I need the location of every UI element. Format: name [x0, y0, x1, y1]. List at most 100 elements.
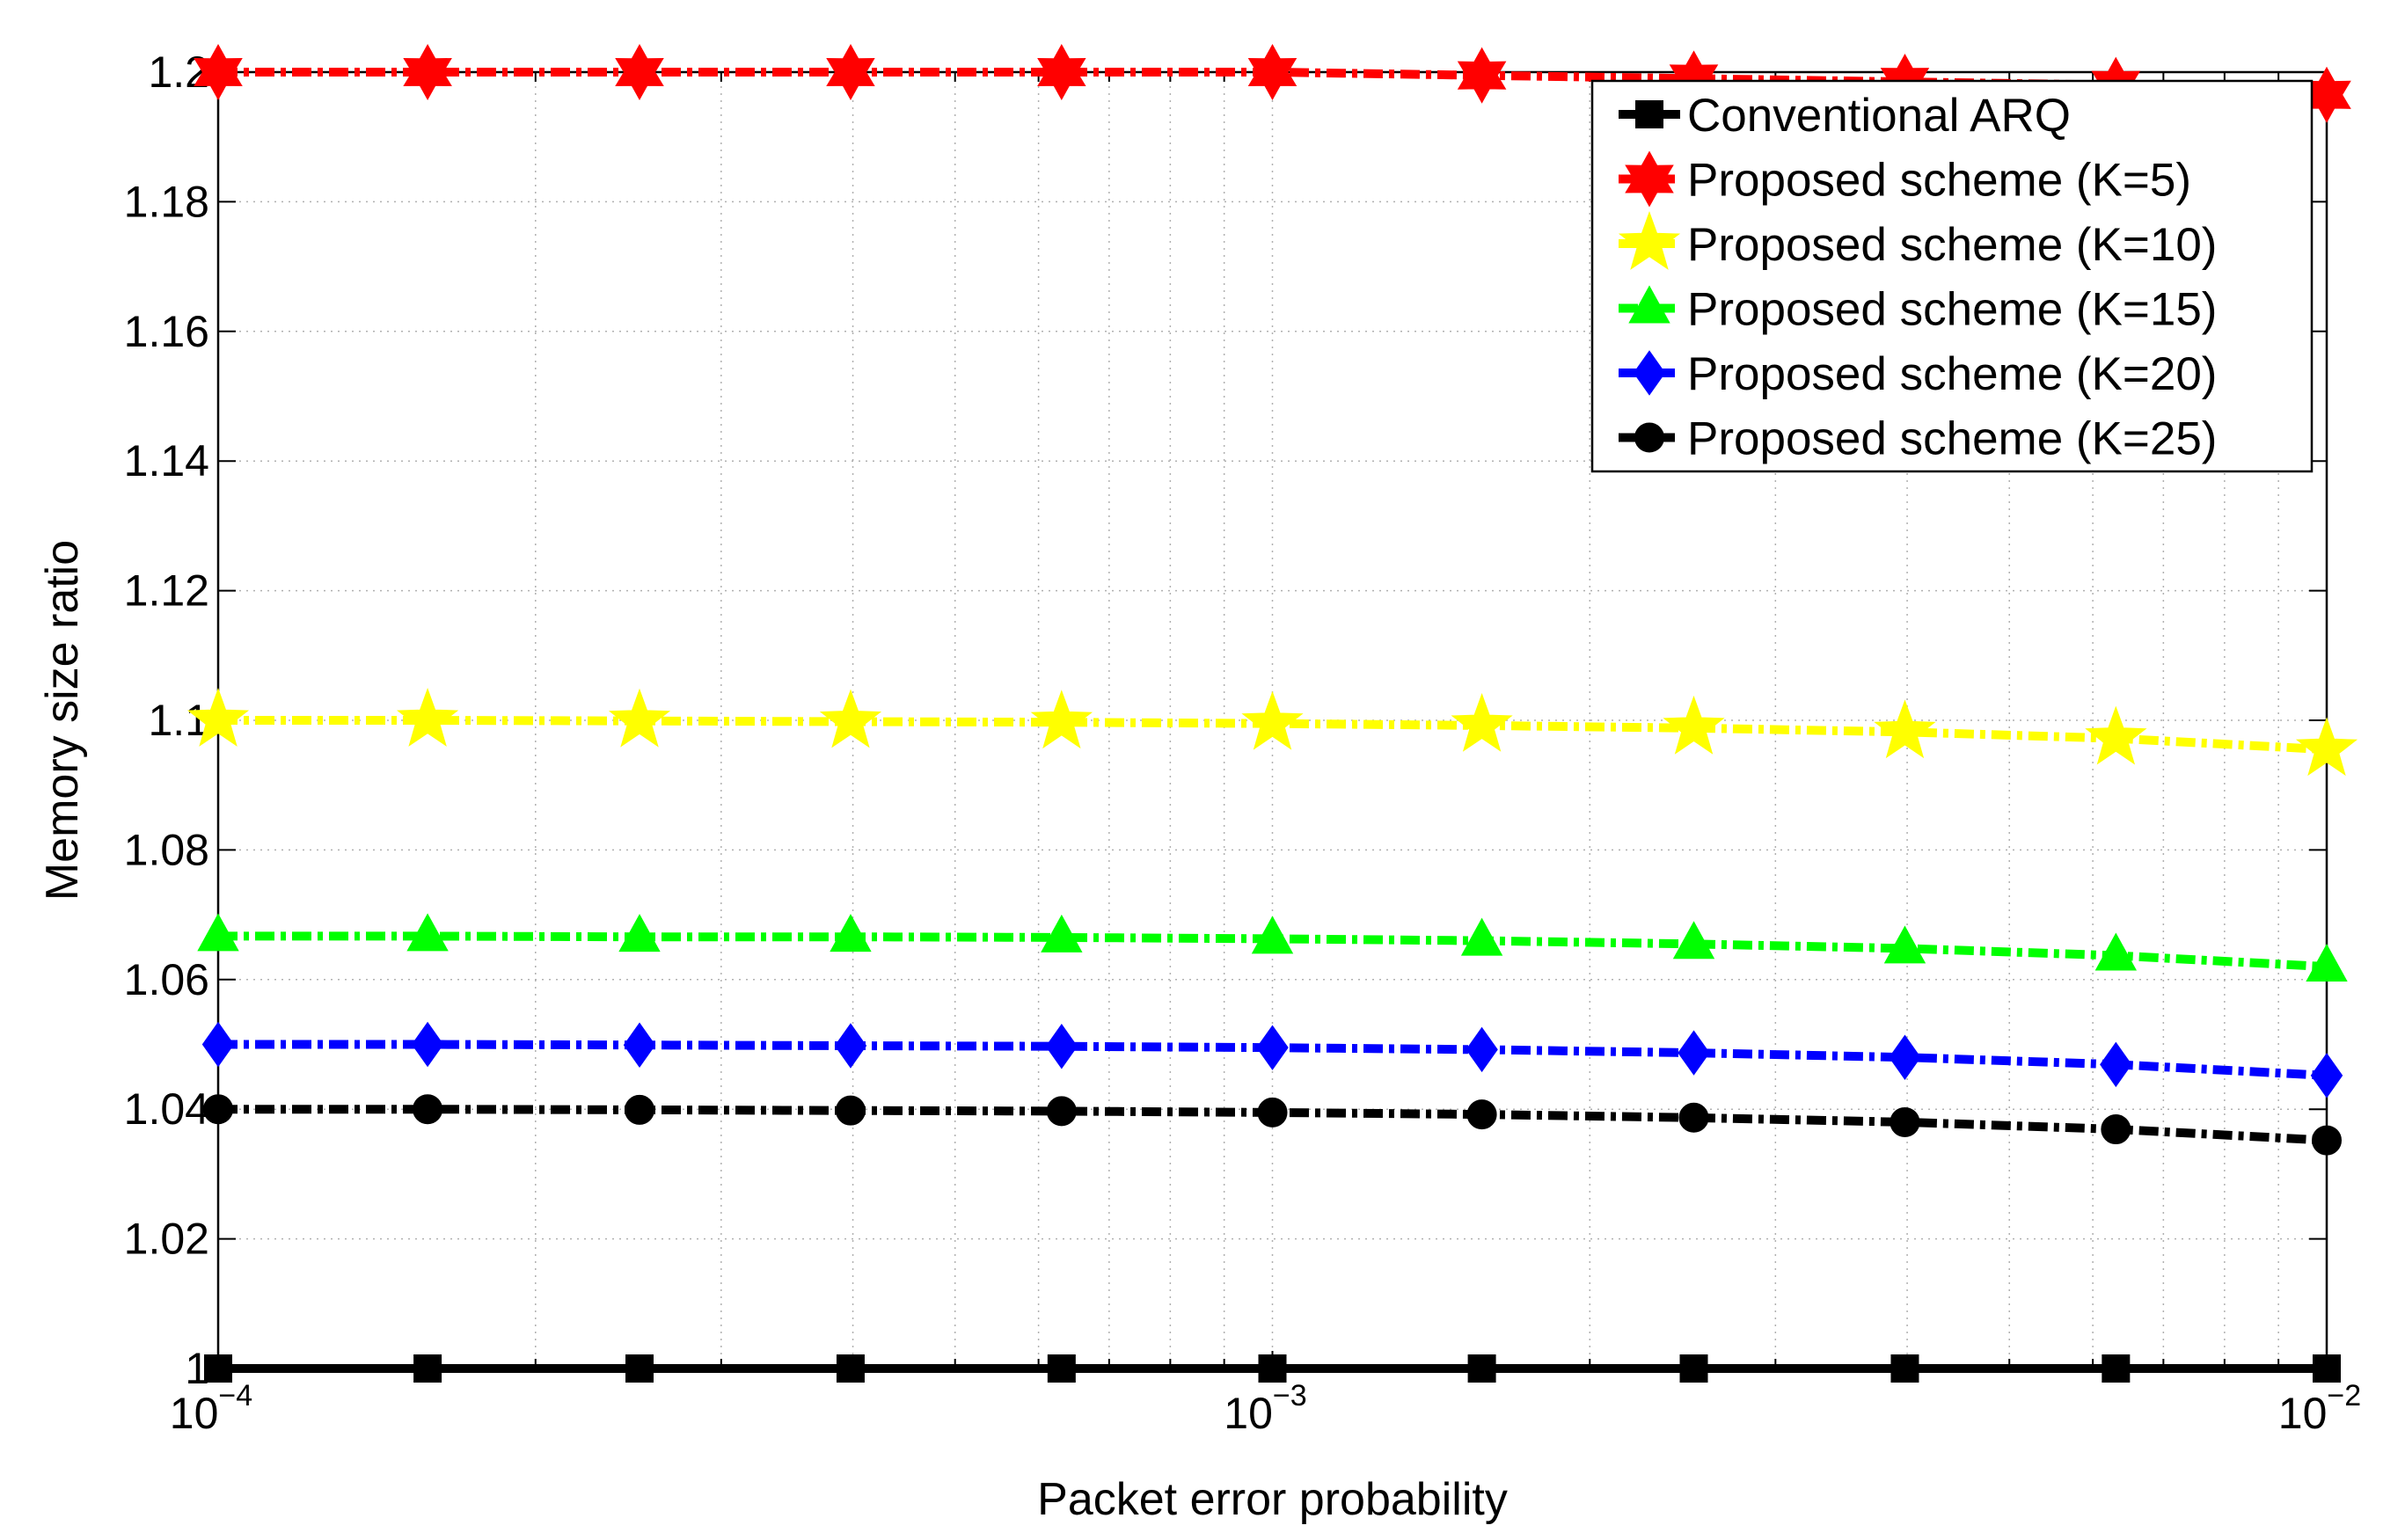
x-tick-label-exponent: −4 — [218, 1379, 252, 1412]
legend-label: Proposed scheme (K=20) — [1687, 348, 2217, 400]
data-point — [625, 1094, 655, 1125]
y-tick-label: 1.2 — [148, 47, 209, 97]
data-point — [835, 1095, 866, 1126]
data-point — [1466, 1026, 1498, 1073]
data-point — [1257, 1097, 1288, 1128]
data-point — [618, 914, 661, 952]
series-line — [218, 931, 2328, 972]
data-point — [1258, 1354, 1287, 1383]
x-tick-label-base: 10 — [2278, 1389, 2328, 1438]
data-point — [411, 1021, 444, 1068]
data-point — [1041, 914, 1083, 952]
y-axis-title: Memory size ratio — [37, 540, 88, 901]
axis-ticks: 10−4 10−3 10−211.021.041.061.081.11.121.14… — [124, 47, 2362, 1438]
legend-label: Proposed scheme (K=15) — [1687, 284, 2217, 336]
legend-label: Proposed scheme (K=25) — [1687, 413, 2217, 465]
data-point — [1466, 1099, 1497, 1130]
data-point — [413, 1094, 443, 1125]
data-point — [834, 1023, 867, 1069]
data-point — [1241, 690, 1304, 750]
data-point — [186, 688, 250, 747]
data-point — [1045, 1023, 1078, 1069]
data-point — [397, 688, 459, 747]
x-tick-label-base: 10 — [1224, 1389, 1273, 1438]
legend-swatch-marker — [1634, 422, 1664, 453]
data-point — [1047, 1354, 1076, 1383]
data-point — [203, 1094, 233, 1125]
x-tick-label: 10−2 — [2278, 1379, 2361, 1438]
data-point — [2295, 717, 2358, 777]
y-tick-label: 1.06 — [124, 955, 209, 1004]
data-point — [1030, 690, 1093, 749]
x-tick-label-base: 10 — [170, 1389, 219, 1438]
series-line — [218, 68, 2328, 99]
y-tick-label: 1.14 — [124, 436, 209, 485]
data-point — [1663, 695, 1725, 755]
data-point — [201, 1021, 235, 1068]
data-point — [608, 688, 671, 748]
data-point — [1678, 1102, 1709, 1133]
data-point — [1678, 1030, 1710, 1076]
data-point — [1460, 917, 1503, 956]
data-point — [623, 1022, 656, 1068]
data-point — [1679, 1354, 1708, 1383]
y-tick-label: 1.12 — [124, 566, 209, 616]
x-tick-label-exponent: −2 — [2327, 1379, 2361, 1412]
data-point — [197, 913, 239, 952]
data-point — [819, 689, 882, 748]
legend-swatch-marker — [1628, 285, 1670, 324]
data-point — [615, 43, 664, 101]
data-point — [836, 1354, 865, 1383]
data-point — [406, 913, 449, 952]
x-axis-title: Packet error probability — [1037, 1474, 1508, 1525]
data-point — [1467, 1354, 1496, 1383]
legend-swatch-marker — [1633, 350, 1666, 396]
data-point — [1457, 47, 1507, 104]
data-point — [204, 1354, 232, 1383]
legend-swatch-marker — [1618, 211, 1681, 270]
data-point — [413, 1354, 442, 1383]
data-point — [2101, 1114, 2131, 1145]
data-point — [403, 43, 452, 101]
x-tick-label: 10−4 — [170, 1379, 252, 1438]
legend: Conventional ARQ Proposed scheme (K=5) Pro… — [1590, 79, 2314, 473]
data-point — [1889, 1034, 1921, 1080]
data-point — [1037, 43, 1086, 101]
legend-label: Conventional ARQ — [1687, 90, 2071, 142]
data-point — [1251, 916, 1294, 954]
x-tick-label: 10−3 — [1224, 1379, 1306, 1438]
data-point — [1890, 1106, 1920, 1137]
series-line — [218, 1105, 2328, 1145]
data-point — [1883, 925, 1926, 964]
legend-swatch-marker — [1625, 150, 1674, 208]
data-point — [194, 43, 243, 101]
data-point — [2310, 1053, 2343, 1098]
data-point — [625, 1354, 654, 1383]
data-point — [2102, 1354, 2131, 1383]
y-tick-label: 1.1 — [148, 696, 209, 745]
legend-label: Proposed scheme (K=5) — [1687, 155, 2191, 207]
legend-swatch-marker — [1635, 100, 1663, 128]
y-tick-label: 1.16 — [124, 307, 209, 356]
legend-box — [1590, 79, 2314, 473]
y-tick-label: 1.02 — [124, 1215, 209, 1264]
data-point — [1247, 43, 1298, 101]
data-point — [826, 43, 875, 101]
series-line — [218, 716, 2328, 755]
series-line — [218, 1040, 2328, 1080]
data-point — [2312, 1125, 2342, 1156]
data-point — [2306, 943, 2348, 982]
data-point — [2085, 705, 2147, 765]
legend-label: Proposed scheme (K=10) — [1687, 219, 2217, 271]
data-point — [1874, 699, 1936, 759]
data-point — [1890, 1354, 1919, 1383]
x-tick-label-exponent: −3 — [1273, 1379, 1307, 1412]
data-point — [1451, 692, 1513, 752]
data-point — [2094, 932, 2138, 971]
y-tick-label: 1.04 — [124, 1084, 209, 1134]
data-point — [830, 914, 872, 952]
data-point — [1256, 1025, 1289, 1070]
data-point — [1046, 1096, 1077, 1127]
data-point — [1672, 921, 1715, 960]
